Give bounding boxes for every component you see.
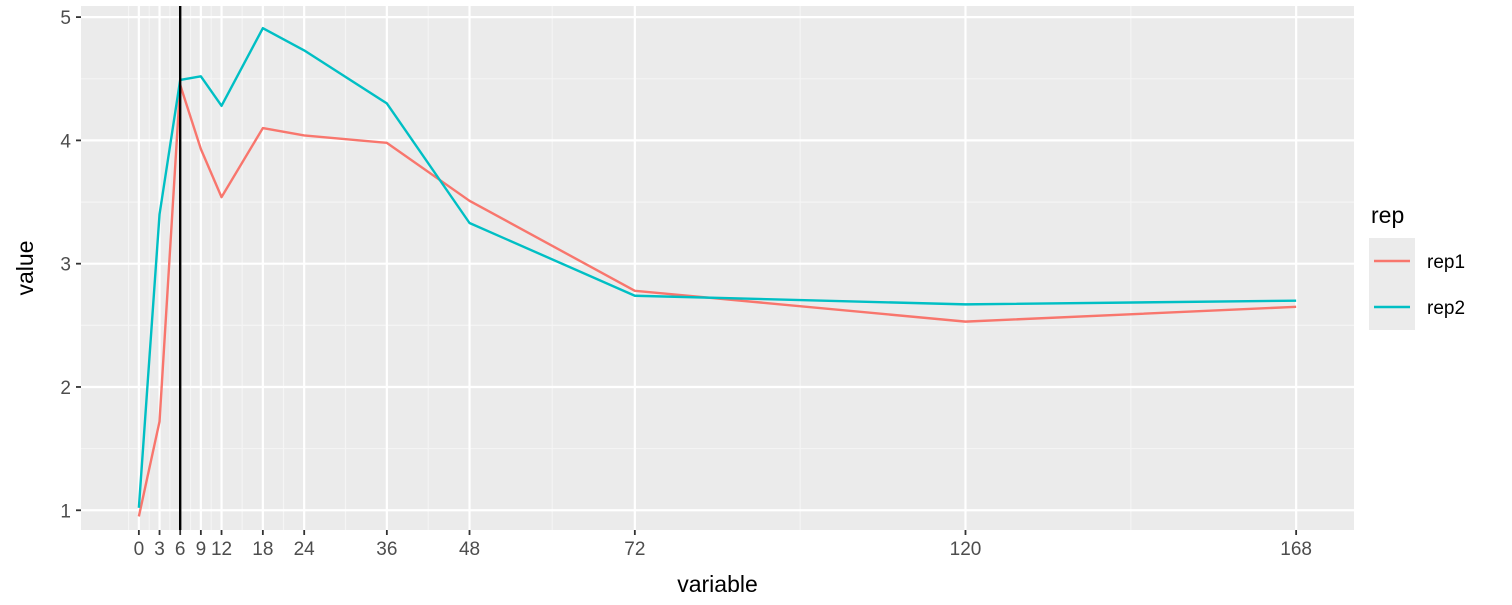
x-tick-label: 0 (134, 539, 145, 560)
x-tick-label: 72 (624, 539, 645, 560)
x-tick-label: 120 (950, 539, 982, 560)
y-tick-label: 2 (60, 378, 71, 399)
x-axis-title: variable (677, 571, 758, 597)
y-tick-label: 4 (60, 131, 71, 152)
plot-panel (81, 6, 1354, 530)
y-tick-label: 5 (60, 8, 71, 29)
x-tick-label: 3 (154, 539, 165, 560)
series-line-rep1 (137, 83, 1297, 517)
y-tick-label: 3 (60, 255, 71, 276)
x-tick-label: 18 (252, 539, 273, 560)
series-line-rep2 (137, 26, 1297, 508)
x-tick-label: 9 (196, 539, 207, 560)
legend-title: rep (1371, 202, 1404, 228)
x-tick-label: 168 (1280, 539, 1312, 560)
legend-label-rep2: rep2 (1427, 298, 1465, 319)
y-tick-label: 1 (60, 501, 71, 522)
x-tick-label: 48 (459, 539, 480, 560)
legend-label-rep1: rep1 (1427, 252, 1465, 273)
y-axis-title: value (12, 241, 38, 296)
x-tick-label: 36 (376, 539, 397, 560)
x-tick-label: 24 (294, 539, 316, 560)
x-tick-label: 12 (211, 539, 232, 560)
x-tick-label: 6 (175, 539, 186, 560)
